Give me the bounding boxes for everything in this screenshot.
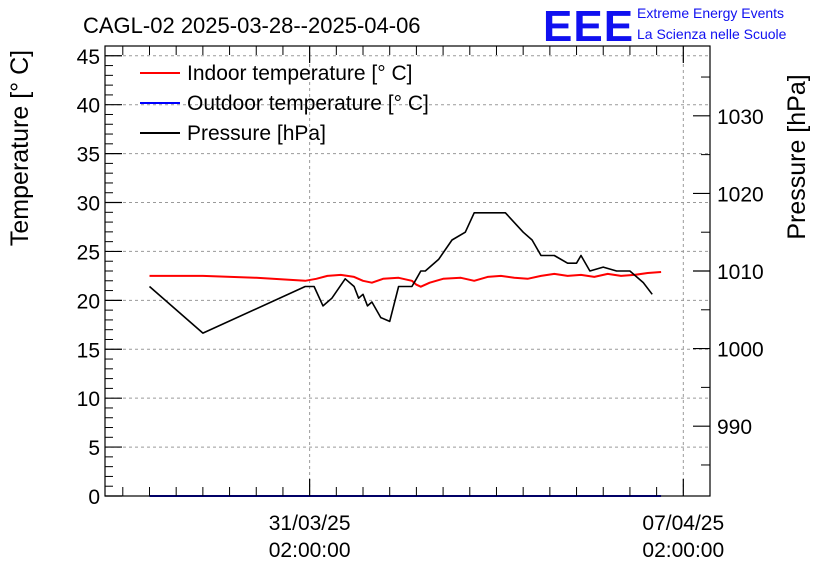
left-tick-label: 30 — [77, 193, 100, 216]
logo-line-2: La Scienza nelle Scuole — [637, 26, 787, 42]
series-layer — [148, 212, 662, 497]
left-tick-label: 45 — [77, 46, 100, 69]
left-tick-label: 35 — [77, 144, 100, 167]
legend-label-pressure: Pressure [hPa] — [187, 122, 326, 145]
logo-line-1: Extreme Energy Events — [637, 5, 784, 21]
left-tick-label: 15 — [77, 339, 100, 362]
pressure-line — [148, 212, 653, 334]
right-axis-title: Pressure [hPa] — [783, 74, 811, 239]
x-tick-time: 02:00:00 — [642, 539, 724, 562]
x-tick-date: 07/04/25 — [642, 512, 724, 535]
legend-label-indoor: Indoor temperature [° C] — [187, 62, 413, 85]
legend-label-outdoor: Outdoor temperature [° C] — [187, 92, 429, 115]
right-tick-label: 1010 — [717, 261, 764, 284]
left-axis-title: Temperature [° C] — [6, 50, 34, 246]
grid-lines — [105, 46, 710, 497]
logo-mark: EEE — [543, 2, 634, 51]
left-tick-label: 0 — [88, 486, 100, 509]
legend: Indoor temperature [° C] Outdoor tempera… — [140, 62, 429, 145]
left-tick-label: 25 — [77, 241, 100, 264]
right-tick-label: 1020 — [717, 183, 764, 206]
right-tick-label: 1000 — [717, 339, 764, 362]
x-tick-time: 02:00:00 — [269, 539, 351, 562]
axes: 0 5 10 15 20 25 30 35 40 45 990 1000 1010 1020 1030 31/… — [77, 46, 764, 562]
chart-title: CAGL-02 2025-03-28--2025-04-06 — [83, 13, 421, 38]
eee-logo: EEE Extreme Energy Events La Scienza nel… — [543, 2, 787, 51]
left-tick-label: 5 — [88, 437, 100, 460]
left-tick-label: 40 — [77, 95, 100, 118]
x-tick-date: 31/03/25 — [269, 512, 351, 535]
left-tick-label: 10 — [77, 388, 100, 411]
right-tick-label: 1030 — [717, 106, 764, 129]
left-tick-label: 20 — [77, 290, 100, 313]
right-tick-label: 990 — [717, 416, 752, 439]
indoor-temperature-line — [149, 271, 662, 288]
